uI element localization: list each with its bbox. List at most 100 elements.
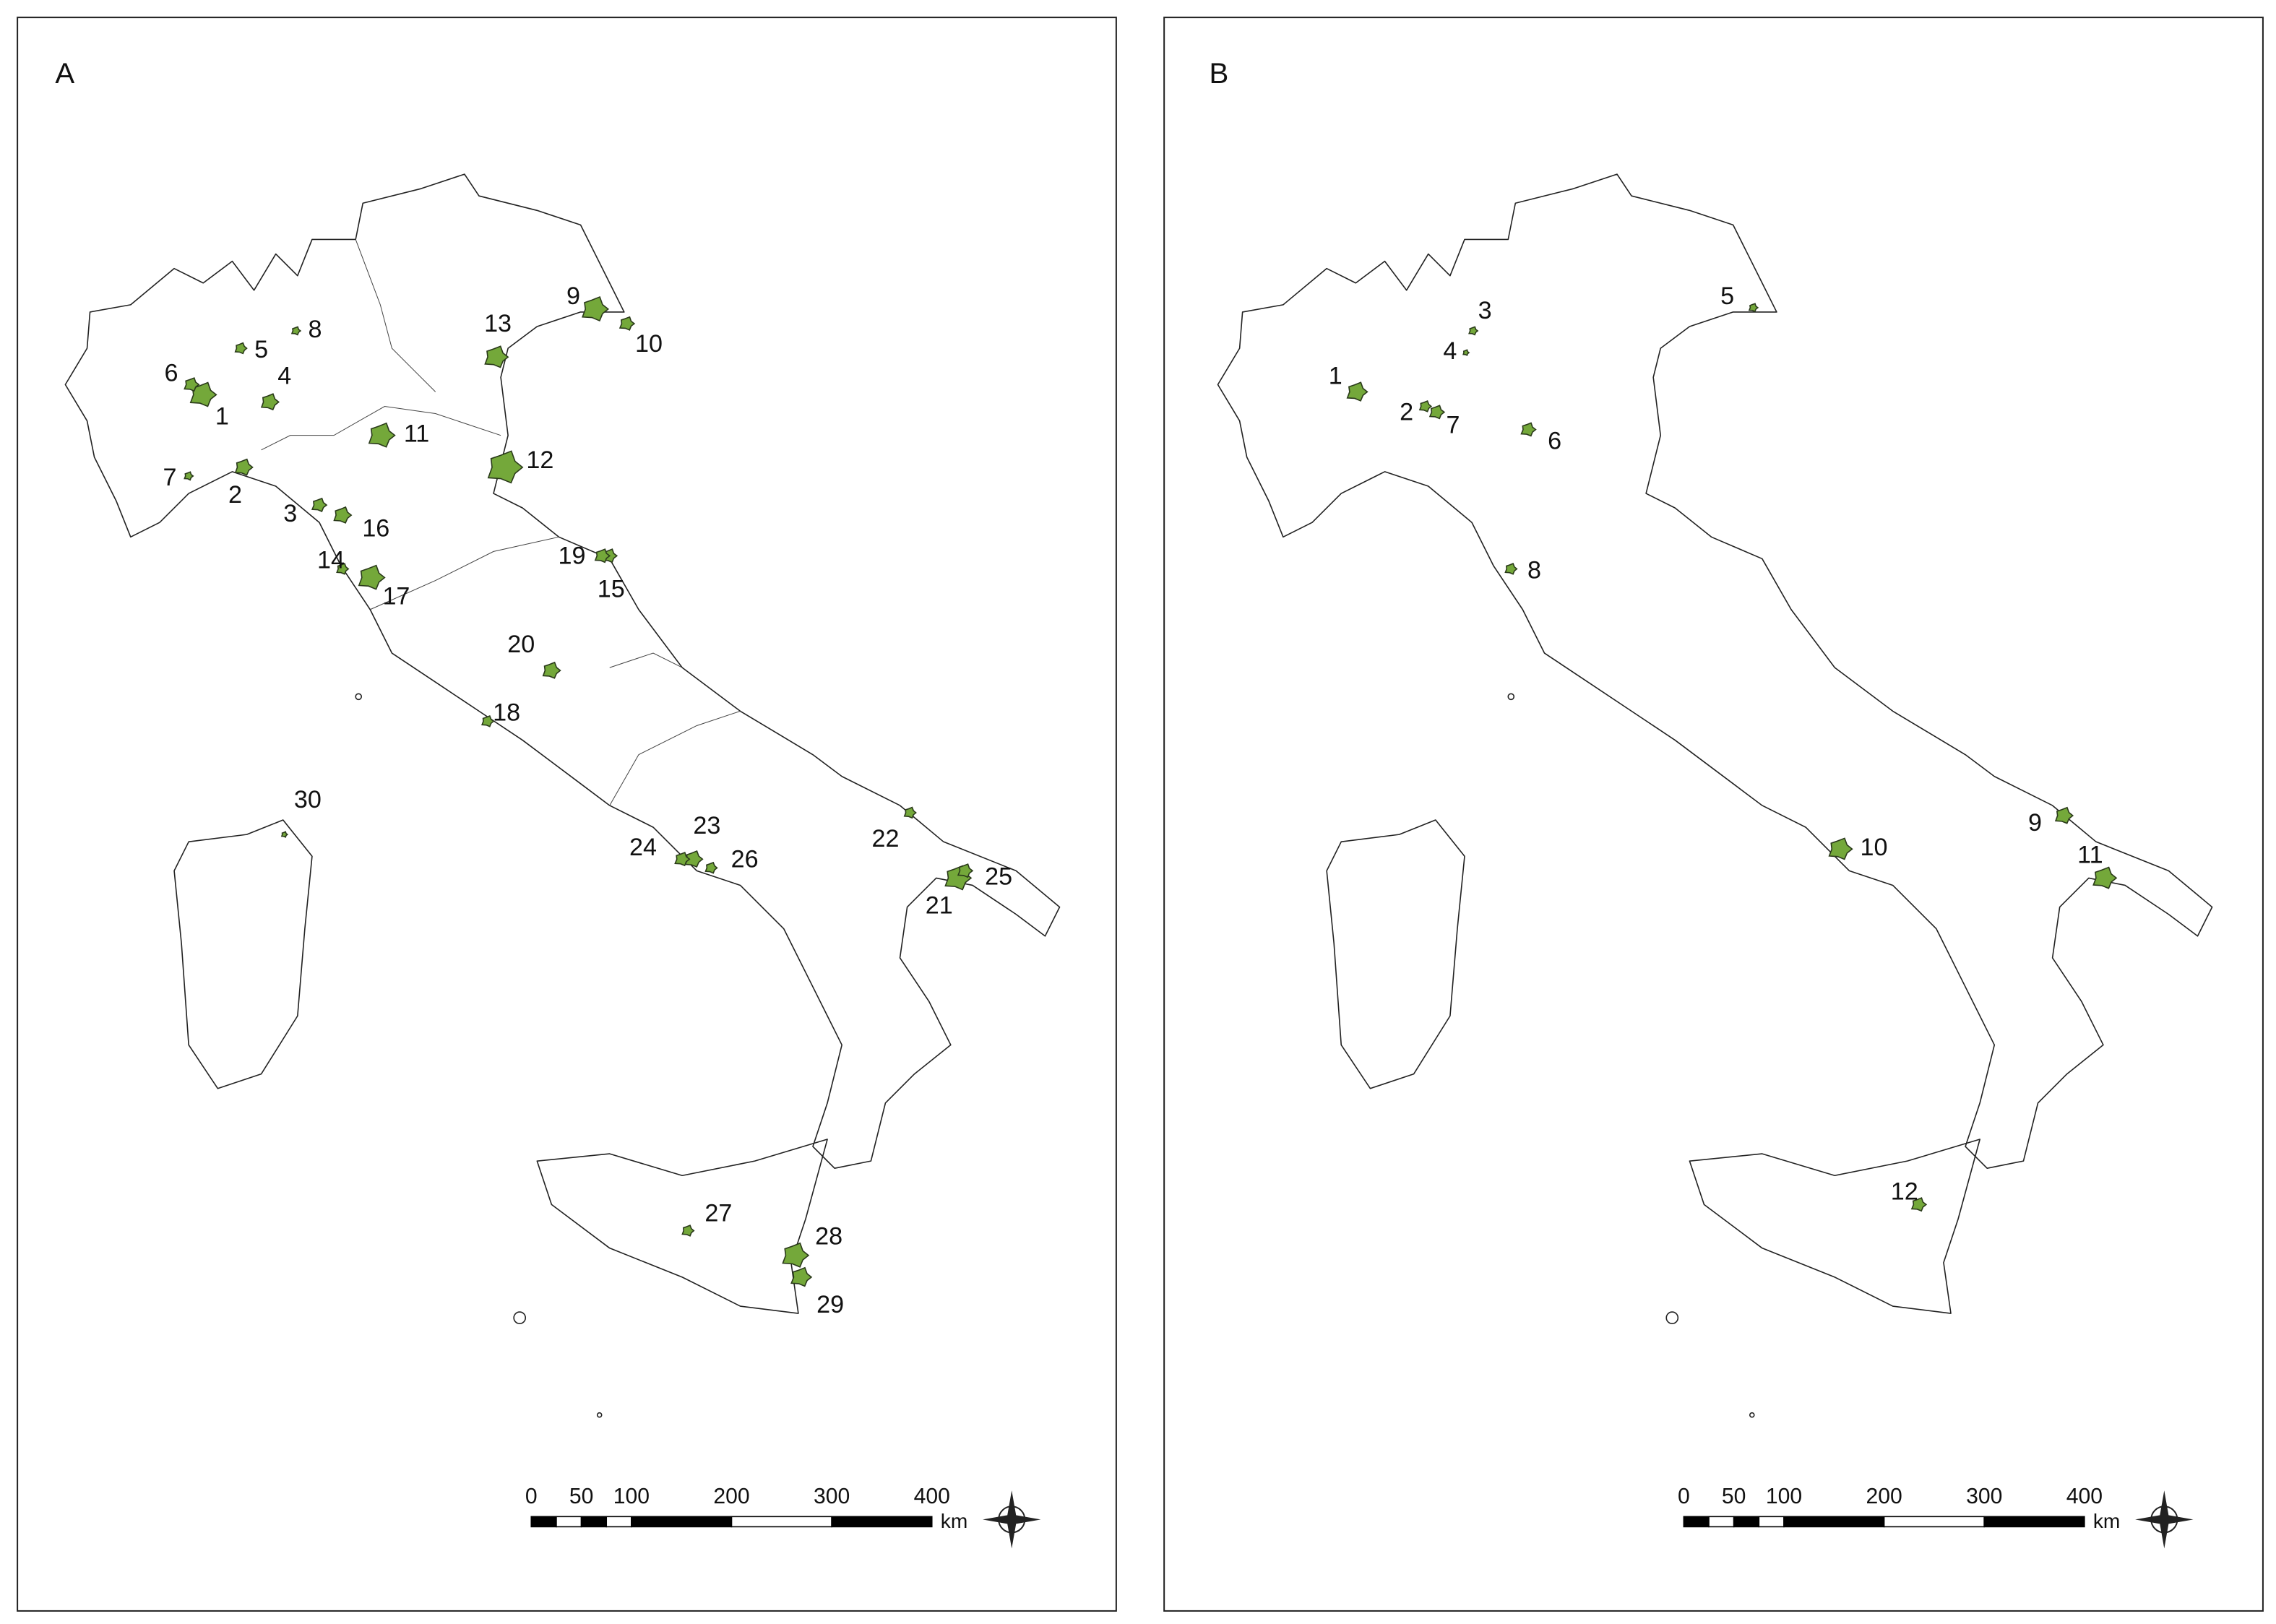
scale-tick-label: 0 bbox=[1678, 1485, 1690, 1508]
panel-label: A bbox=[55, 57, 74, 90]
scale-bar-segment bbox=[831, 1516, 933, 1528]
scale-bar-segment bbox=[580, 1516, 608, 1528]
scale-unit: km bbox=[2093, 1510, 2120, 1532]
site-area bbox=[481, 714, 495, 727]
site-area bbox=[184, 471, 194, 481]
site-area bbox=[1748, 303, 1759, 313]
scale-bar-segment bbox=[530, 1516, 557, 1528]
site-label: 13 bbox=[484, 310, 512, 337]
scale-bar-segment bbox=[1733, 1516, 1760, 1528]
site-label: 21 bbox=[926, 892, 953, 920]
panel-frame bbox=[17, 17, 1117, 1612]
scale-bar-segment bbox=[556, 1516, 582, 1528]
scale-bar-segment bbox=[1883, 1516, 1986, 1528]
site-label: 18 bbox=[493, 699, 520, 726]
site-area bbox=[260, 393, 280, 411]
site-label: 1 bbox=[215, 403, 229, 431]
site-area bbox=[790, 1266, 813, 1287]
site-label: 19 bbox=[559, 542, 586, 569]
site-label: 22 bbox=[871, 825, 899, 852]
site-label: 11 bbox=[404, 420, 429, 448]
site-area bbox=[903, 806, 917, 819]
site-label: 24 bbox=[629, 834, 657, 861]
scale-tick-label: 200 bbox=[1866, 1485, 1902, 1508]
scale-unit: km bbox=[941, 1510, 967, 1532]
site-label: 12 bbox=[1891, 1178, 1918, 1205]
site-label: 29 bbox=[816, 1291, 844, 1318]
site-area bbox=[234, 458, 254, 476]
site-label: 9 bbox=[2028, 809, 2042, 837]
site-label: 7 bbox=[1446, 412, 1460, 439]
scale-tick-label: 200 bbox=[713, 1485, 749, 1508]
site-area bbox=[184, 377, 200, 392]
site-area bbox=[1418, 400, 1433, 413]
site-area bbox=[484, 345, 509, 368]
site-area bbox=[487, 450, 524, 484]
site-label: 30 bbox=[294, 786, 322, 813]
site-area bbox=[1828, 837, 1853, 860]
scale-bar-segment bbox=[730, 1516, 832, 1528]
site-area bbox=[674, 851, 691, 867]
site-label: 11 bbox=[2077, 841, 2103, 868]
scale-tick-label: 100 bbox=[1766, 1485, 1802, 1508]
site-label: 15 bbox=[598, 576, 625, 603]
site-area bbox=[542, 661, 561, 679]
site-label: 5 bbox=[1720, 282, 1734, 310]
scale-tick-label: 300 bbox=[814, 1485, 850, 1508]
site-label: 8 bbox=[1527, 557, 1541, 584]
site-label: 6 bbox=[165, 359, 178, 386]
site-area bbox=[1910, 1197, 1928, 1212]
site-area bbox=[358, 564, 386, 590]
site-area bbox=[311, 497, 328, 513]
site-label: 14 bbox=[317, 546, 345, 574]
site-label: 5 bbox=[254, 336, 268, 363]
site-area bbox=[290, 326, 302, 336]
compass-rose bbox=[2135, 1490, 2194, 1549]
site-area bbox=[582, 295, 610, 322]
site-label: 4 bbox=[277, 362, 291, 389]
site-label: 8 bbox=[308, 316, 322, 343]
site-area bbox=[333, 506, 353, 524]
scale-tick-label: 50 bbox=[569, 1485, 594, 1508]
site-label: 10 bbox=[1861, 834, 1888, 861]
site-area bbox=[234, 342, 248, 355]
site-area bbox=[1504, 563, 1518, 575]
site-label: 16 bbox=[362, 514, 389, 542]
scale-tick-label: 400 bbox=[914, 1485, 950, 1508]
site-area bbox=[2054, 806, 2074, 824]
site-label: 20 bbox=[507, 631, 535, 658]
site-label: 4 bbox=[1443, 337, 1457, 365]
site-area bbox=[2092, 866, 2118, 889]
site-label: 6 bbox=[1548, 428, 1561, 455]
site-label: 2 bbox=[228, 481, 242, 509]
site-label: 23 bbox=[693, 812, 720, 839]
scale-tick-label: 300 bbox=[1966, 1485, 2002, 1508]
site-area bbox=[1468, 326, 1479, 336]
site-label: 25 bbox=[985, 863, 1012, 890]
site-area bbox=[704, 861, 718, 874]
panel-frame bbox=[1163, 17, 2264, 1612]
site-label: 3 bbox=[283, 500, 297, 527]
site-label: 28 bbox=[815, 1223, 842, 1251]
site-area bbox=[594, 548, 611, 563]
scale-tick-label: 50 bbox=[1722, 1485, 1746, 1508]
site-area bbox=[1462, 349, 1470, 356]
site-label: 7 bbox=[163, 464, 177, 491]
site-label: 9 bbox=[566, 282, 580, 310]
site-area bbox=[782, 1242, 810, 1268]
compass-rose bbox=[983, 1490, 1041, 1549]
site-label: 3 bbox=[1478, 297, 1492, 324]
scale-bar-segment bbox=[1783, 1516, 1885, 1528]
site-area bbox=[1428, 405, 1446, 420]
site-area bbox=[368, 422, 396, 448]
site-area bbox=[681, 1225, 695, 1237]
site-label: 17 bbox=[382, 583, 410, 610]
panel-label: B bbox=[1209, 57, 1228, 90]
site-area bbox=[280, 831, 289, 838]
scale-bar-segment bbox=[1758, 1516, 1785, 1528]
site-label: 1 bbox=[1329, 362, 1342, 389]
site-label: 26 bbox=[731, 845, 759, 873]
site-area bbox=[1346, 381, 1368, 402]
